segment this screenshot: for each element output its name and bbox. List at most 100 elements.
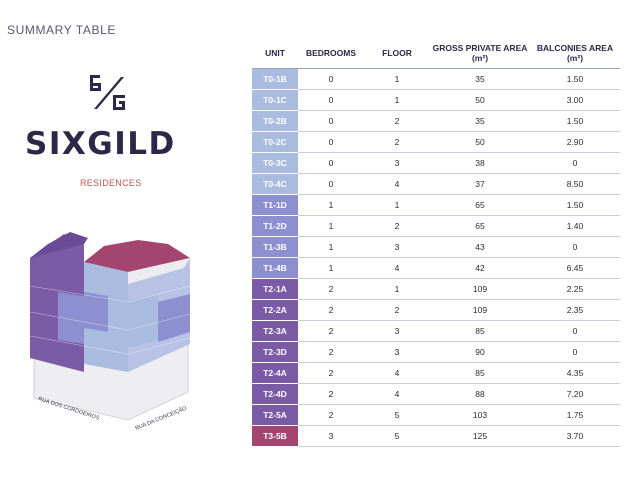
table-row: T2-2A 2 2 109 2.35 — [252, 299, 620, 321]
table-row: T2-4A 2 4 85 4.35 — [252, 362, 620, 384]
table-row: T1-2D 1 2 65 1.40 — [252, 215, 620, 237]
unit-cell: T0-4C — [252, 173, 298, 195]
gross-area-cell: 50 — [430, 89, 530, 111]
floor-cell: 5 — [364, 404, 430, 426]
bedrooms-cell: 0 — [298, 173, 364, 195]
left-panel: SUMMARY TABLE SIXGILD RESIDENCES — [0, 0, 240, 480]
balconies-area-cell: 2.25 — [530, 278, 620, 300]
bedrooms-cell: 0 — [298, 110, 364, 132]
bedrooms-cell: 2 — [298, 404, 364, 426]
col-header-balconies-area: BALCONIES AREA (m²) — [530, 38, 620, 69]
unit-cell: T0-2C — [252, 131, 298, 153]
col-header-unit: UNIT — [252, 38, 298, 69]
floor-cell: 2 — [364, 215, 430, 237]
unit-cell: T0-2B — [252, 110, 298, 132]
bedrooms-cell: 2 — [298, 362, 364, 384]
table-row: T2-4D 2 4 88 7.20 — [252, 383, 620, 405]
gross-area-cell: 90 — [430, 341, 530, 363]
balconies-area-cell: 1.50 — [530, 68, 620, 90]
gross-area-cell: 35 — [430, 110, 530, 132]
bedrooms-cell: 0 — [298, 89, 364, 111]
unit-cell: T0-3C — [252, 152, 298, 174]
bedrooms-cell: 2 — [298, 383, 364, 405]
sixgild-logo-mark — [90, 75, 125, 110]
gross-area-cell: 85 — [430, 320, 530, 342]
floor-cell: 1 — [364, 278, 430, 300]
bedrooms-cell: 1 — [298, 215, 364, 237]
bedrooms-cell: 0 — [298, 68, 364, 90]
col-header-floor: FLOOR — [364, 38, 430, 69]
floor-cell: 3 — [364, 236, 430, 258]
floor-cell: 4 — [364, 362, 430, 384]
page-title: SUMMARY TABLE — [7, 23, 116, 37]
bedrooms-cell: 1 — [298, 236, 364, 258]
floor-cell: 2 — [364, 131, 430, 153]
floor-cell: 3 — [364, 320, 430, 342]
balconies-area-cell: 4.35 — [530, 362, 620, 384]
gross-area-cell: 65 — [430, 194, 530, 216]
table-row: T0-2C 0 2 50 2.90 — [252, 131, 620, 153]
table-header-row: UNIT BEDROOMS FLOOR GROSS PRIVATE AREA (… — [252, 38, 620, 69]
floor-cell: 1 — [364, 194, 430, 216]
floor-cell: 3 — [364, 341, 430, 363]
floor-cell: 4 — [364, 173, 430, 195]
gross-area-cell: 85 — [430, 362, 530, 384]
balconies-area-cell: 1.40 — [530, 215, 620, 237]
gross-area-cell: 65 — [430, 215, 530, 237]
table-row: T2-3A 2 3 85 0 — [252, 320, 620, 342]
unit-cell: T2-5A — [252, 404, 298, 426]
table-row: T0-1B 0 1 35 1.50 — [252, 68, 620, 90]
building-illustration: RUA DOS CORDOEIROS RUA DA CONCEIÇÃO — [29, 232, 191, 432]
bedrooms-cell: 3 — [298, 425, 364, 447]
table-row: T2-3D 2 3 90 0 — [252, 341, 620, 363]
floor-cell: 4 — [364, 383, 430, 405]
unit-cell: T2-4D — [252, 383, 298, 405]
gross-area-cell: 37 — [430, 173, 530, 195]
bedrooms-cell: 0 — [298, 131, 364, 153]
table-row: T1-1D 1 1 65 1.50 — [252, 194, 620, 216]
floor-cell: 1 — [364, 89, 430, 111]
gross-area-cell: 88 — [430, 383, 530, 405]
bedrooms-cell: 2 — [298, 341, 364, 363]
unit-cell: T2-3D — [252, 341, 298, 363]
balconies-area-cell: 6.45 — [530, 257, 620, 279]
balconies-area-cell: 0 — [530, 152, 620, 174]
unit-cell: T0-1B — [252, 68, 298, 90]
summary-table: UNIT BEDROOMS FLOOR GROSS PRIVATE AREA (… — [252, 38, 620, 447]
bedrooms-cell: 2 — [298, 299, 364, 321]
table-row: T2-5A 2 5 103 1.75 — [252, 404, 620, 426]
unit-cell: T2-1A — [252, 278, 298, 300]
table-row: T0-4C 0 4 37 8.50 — [252, 173, 620, 195]
brand-subtitle: RESIDENCES — [80, 178, 142, 188]
gross-area-cell: 109 — [430, 299, 530, 321]
table-row: T2-1A 2 1 109 2.25 — [252, 278, 620, 300]
gross-area-cell: 42 — [430, 257, 530, 279]
bedrooms-cell: 1 — [298, 194, 364, 216]
unit-cell: T3-5B — [252, 425, 298, 447]
table-row: T1-4B 1 4 42 6.45 — [252, 257, 620, 279]
unit-cell: T1-3B — [252, 236, 298, 258]
gross-area-cell: 125 — [430, 425, 530, 447]
balconies-area-cell: 1.50 — [530, 194, 620, 216]
table-row: T0-2B 0 2 35 1.50 — [252, 110, 620, 132]
unit-cell: T2-3A — [252, 320, 298, 342]
bedrooms-cell: 0 — [298, 152, 364, 174]
col-header-bedrooms: BEDROOMS — [298, 38, 364, 69]
balconies-area-cell: 2.35 — [530, 299, 620, 321]
balconies-area-cell: 2.90 — [530, 131, 620, 153]
unit-cell: T2-4A — [252, 362, 298, 384]
floor-cell: 5 — [364, 425, 430, 447]
unit-cell: T1-4B — [252, 257, 298, 279]
balconies-area-cell: 1.50 — [530, 110, 620, 132]
balconies-area-cell: 3.00 — [530, 89, 620, 111]
table-row: T1-3B 1 3 43 0 — [252, 236, 620, 258]
balconies-area-cell: 1.75 — [530, 404, 620, 426]
balconies-area-cell: 8.50 — [530, 173, 620, 195]
gross-area-cell: 38 — [430, 152, 530, 174]
balconies-area-cell: 3.70 — [530, 425, 620, 447]
floor-cell: 2 — [364, 110, 430, 132]
gross-area-cell: 50 — [430, 131, 530, 153]
balconies-area-cell: 0 — [530, 320, 620, 342]
gross-area-cell: 43 — [430, 236, 530, 258]
bedrooms-cell: 2 — [298, 278, 364, 300]
